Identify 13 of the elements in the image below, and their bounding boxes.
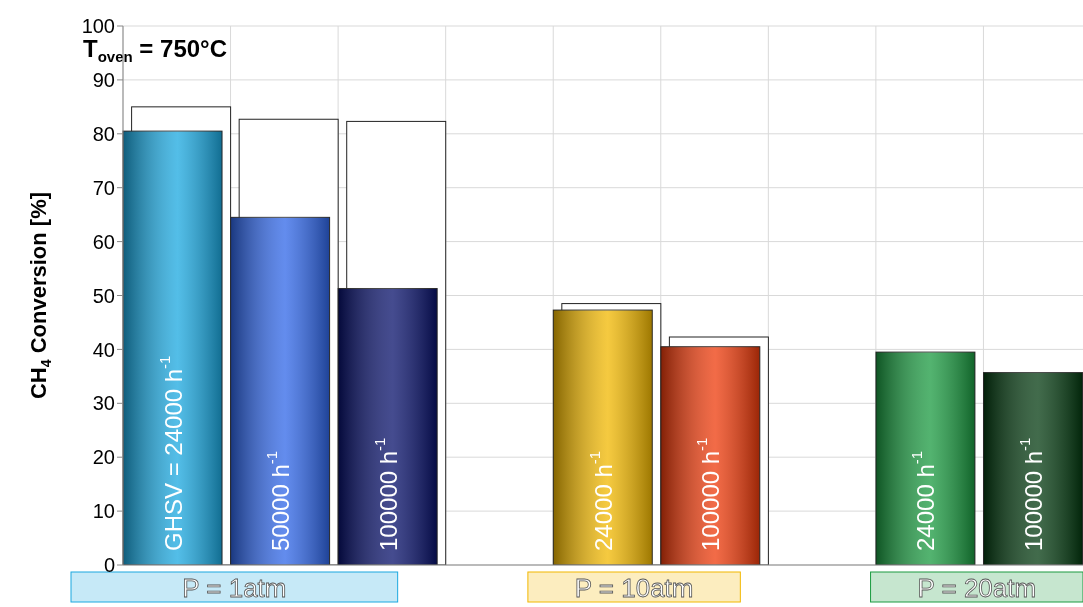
y-tick-label: 30	[92, 392, 115, 415]
y-tick-label: 20	[92, 446, 115, 469]
y-tick-label: 40	[92, 338, 115, 361]
y-tick-label: 90	[92, 69, 115, 91]
y-tick-label: 70	[92, 176, 115, 199]
y-tick-label: 0	[103, 554, 115, 577]
y-tick-label: 80	[92, 122, 115, 145]
text: P = 10atm	[574, 573, 694, 603]
text: P = 1atm	[182, 573, 287, 603]
y-tick-label: 10	[92, 500, 115, 523]
text: P = 20atm	[917, 573, 1037, 603]
y-tick-label: 50	[92, 284, 115, 307]
y-tick-label: 60	[92, 230, 115, 253]
